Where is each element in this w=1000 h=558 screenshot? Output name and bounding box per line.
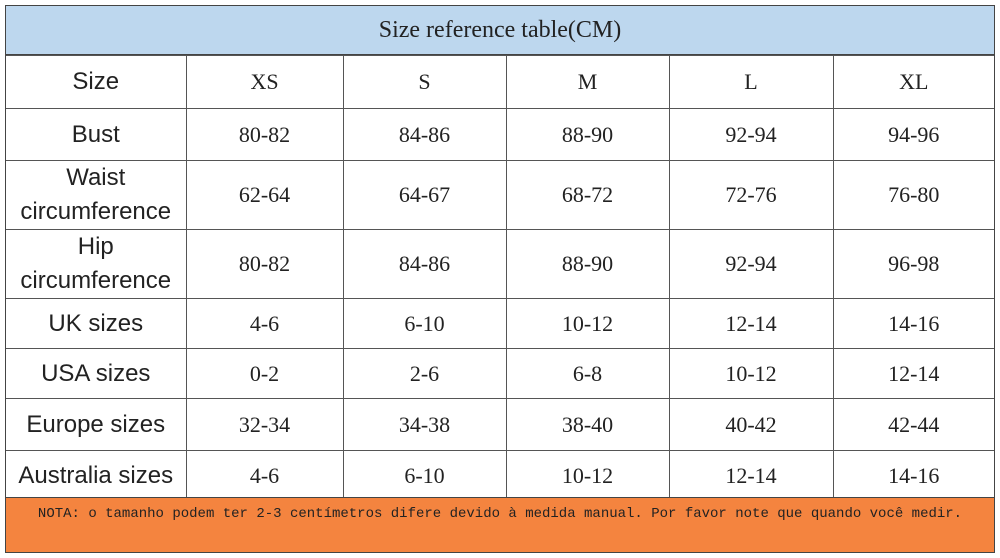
- size-label: XL: [832, 55, 994, 109]
- table-row: Hip circumference 80-82 84-86 88-90 92-94 96-…: [6, 229, 994, 299]
- value-cell: 72-76: [668, 160, 834, 230]
- value-cell: 62-64: [185, 160, 344, 230]
- value-cell: 10-12: [668, 348, 834, 399]
- table-row: USA sizes 0-2 2-6 6-8 10-12 12-14: [6, 348, 994, 399]
- value-cell: 10-12: [505, 450, 670, 501]
- value-cell: 12-14: [832, 348, 994, 399]
- value-cell: 88-90: [505, 229, 670, 299]
- table-row: Europe sizes 32-34 34-38 38-40 40-42 42-44: [6, 398, 994, 451]
- value-cell: 94-96: [832, 108, 994, 161]
- value-cell: 80-82: [185, 108, 344, 161]
- value-cell: 76-80: [832, 160, 994, 230]
- value-cell: 34-38: [342, 398, 507, 451]
- row-label: Bust: [6, 108, 187, 161]
- row-label: Waist circumference: [6, 160, 187, 230]
- row-label: Australia sizes: [6, 450, 187, 501]
- value-cell: 64-67: [342, 160, 507, 230]
- value-cell: 0-2: [185, 348, 344, 399]
- size-label: L: [668, 55, 834, 109]
- size-table: Size XS S M L XL Bust 80-82 84-86 88-90 92-94 94-96…: [6, 55, 994, 501]
- row-label: USA sizes: [6, 348, 187, 399]
- table-title: Size reference table(CM): [6, 6, 994, 55]
- value-cell: 6-8: [505, 348, 670, 399]
- value-cell: 92-94: [668, 229, 834, 299]
- row-label: UK sizes: [6, 298, 187, 349]
- value-cell: 96-98: [832, 229, 994, 299]
- value-cell: 4-6: [185, 298, 344, 349]
- value-cell: 4-6: [185, 450, 344, 501]
- value-cell: 2-6: [342, 348, 507, 399]
- value-cell: 68-72: [505, 160, 670, 230]
- value-cell: 14-16: [832, 298, 994, 349]
- row-label: Hip circumference: [6, 229, 187, 299]
- value-cell: 12-14: [668, 298, 834, 349]
- header-row: Size XS S M L XL: [6, 55, 994, 109]
- table-row: UK sizes 4-6 6-10 10-12 12-14 14-16: [6, 298, 994, 349]
- value-cell: 10-12: [505, 298, 670, 349]
- value-cell: 38-40: [505, 398, 670, 451]
- value-cell: 92-94: [668, 108, 834, 161]
- header-cell: Size: [6, 55, 187, 109]
- value-cell: 12-14: [668, 450, 834, 501]
- size-chart: Size reference table(CM) Size XS S M L XL Bust…: [5, 5, 995, 553]
- value-cell: 84-86: [342, 108, 507, 161]
- size-label: S: [342, 55, 507, 109]
- value-cell: 88-90: [505, 108, 670, 161]
- row-label: Europe sizes: [6, 398, 187, 451]
- value-cell: 6-10: [342, 298, 507, 349]
- table-row: Australia sizes 4-6 6-10 10-12 12-14 14-16: [6, 450, 994, 501]
- table-row: Waist circumference 62-64 64-67 68-72 72-76 7…: [6, 160, 994, 230]
- value-cell: 6-10: [342, 450, 507, 501]
- value-cell: 42-44: [832, 398, 994, 451]
- table-row: Bust 80-82 84-86 88-90 92-94 94-96: [6, 108, 994, 161]
- value-cell: 40-42: [668, 398, 834, 451]
- size-label: XS: [185, 55, 344, 109]
- value-cell: 14-16: [832, 450, 994, 501]
- value-cell: 80-82: [185, 229, 344, 299]
- size-label: M: [505, 55, 670, 109]
- value-cell: 84-86: [342, 229, 507, 299]
- note: NOTA: o tamanho podem ter 2-3 centímetro…: [6, 497, 994, 552]
- value-cell: 32-34: [185, 398, 344, 451]
